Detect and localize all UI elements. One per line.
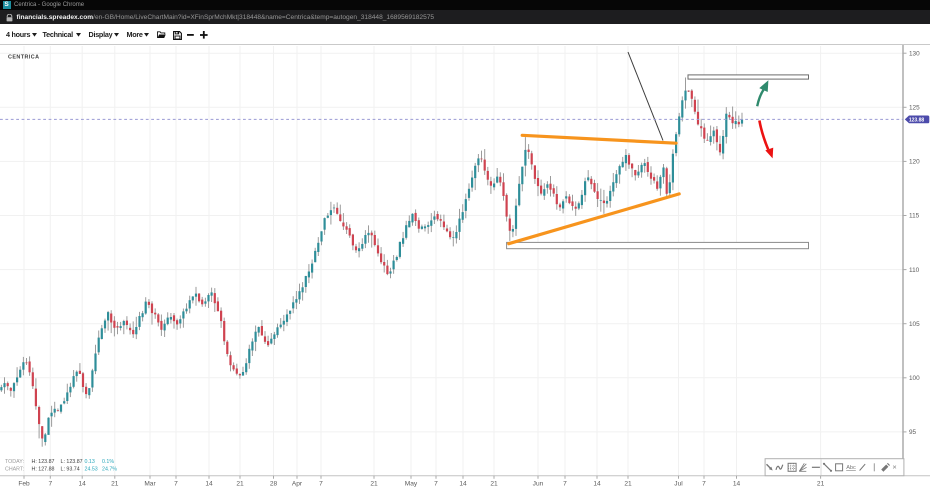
svg-text:7: 7 (319, 481, 323, 488)
svg-text:Apr: Apr (292, 481, 303, 488)
svg-text:14: 14 (79, 481, 87, 488)
svg-text:Mar: Mar (144, 481, 156, 488)
svg-text:Jun: Jun (533, 481, 544, 488)
svg-text:21: 21 (817, 481, 825, 488)
svg-text:CHART:: CHART: (5, 467, 24, 473)
svg-text:14: 14 (459, 481, 467, 488)
svg-text:120: 120 (909, 159, 920, 166)
svg-text:24.7%: 24.7% (102, 467, 117, 473)
svg-text:Jul: Jul (674, 481, 683, 488)
svg-text:123.88: 123.88 (909, 117, 925, 123)
svg-text:14: 14 (593, 481, 601, 488)
svg-text:Abc: Abc (846, 465, 856, 471)
svg-text:130: 130 (909, 50, 920, 57)
svg-text:21: 21 (111, 481, 119, 488)
svg-text:7: 7 (702, 481, 706, 488)
svg-text:H: 123.87: H: 123.87 (32, 459, 55, 465)
svg-text:21: 21 (236, 481, 244, 488)
svg-text:21: 21 (624, 481, 632, 488)
svg-text:7: 7 (174, 481, 178, 488)
svg-text:TODAY:: TODAY: (5, 459, 24, 465)
svg-text:CENTRICA: CENTRICA (8, 55, 39, 61)
svg-text:H: 127.88: H: 127.88 (32, 467, 55, 473)
svg-text:105: 105 (909, 321, 920, 328)
svg-text:L: 93.74: L: 93.74 (61, 467, 80, 473)
svg-text:Feb: Feb (18, 481, 30, 488)
svg-text:21: 21 (490, 481, 498, 488)
svg-text:14: 14 (733, 481, 741, 488)
svg-text:100: 100 (909, 375, 920, 382)
svg-text:L: 123.87: L: 123.87 (61, 459, 83, 465)
svg-text:14: 14 (205, 481, 213, 488)
svg-text:24.53: 24.53 (85, 467, 98, 473)
svg-text:7: 7 (563, 481, 567, 488)
svg-text:×: × (892, 463, 896, 472)
svg-text:7: 7 (434, 481, 438, 488)
svg-text:95: 95 (909, 429, 917, 436)
svg-text:28: 28 (270, 481, 278, 488)
svg-text:May: May (405, 481, 418, 488)
svg-text:125: 125 (909, 105, 920, 112)
svg-text:7: 7 (48, 481, 52, 488)
svg-text:110: 110 (909, 267, 920, 274)
svg-text:0.13: 0.13 (85, 459, 95, 465)
svg-text:0.1%: 0.1% (102, 459, 114, 465)
svg-text:21: 21 (370, 481, 378, 488)
svg-text:115: 115 (909, 213, 920, 220)
